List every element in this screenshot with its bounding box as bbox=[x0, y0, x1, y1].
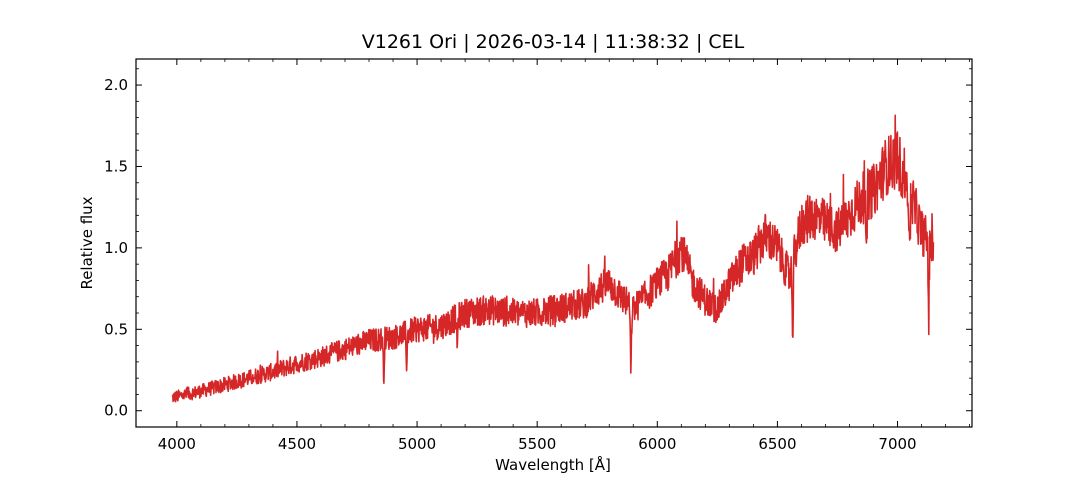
x-tick-label: 4000 bbox=[158, 435, 196, 453]
y-axis-label: Relative flux bbox=[78, 196, 96, 289]
x-axis-label: Wavelength [Å] bbox=[495, 455, 611, 474]
x-tick-label: 7000 bbox=[878, 435, 916, 453]
plot-frame bbox=[135, 58, 973, 428]
y-tick-label: 2.0 bbox=[104, 76, 128, 94]
y-tick-label: 0.0 bbox=[104, 402, 128, 420]
chart-title: V1261 Ori | 2026-03-14 | 11:38:32 | CEL bbox=[362, 31, 745, 53]
y-tick-label: 1.0 bbox=[104, 239, 128, 257]
spectrum-line bbox=[171, 114, 935, 403]
y-tick-label: 1.5 bbox=[104, 157, 128, 175]
y-axis: 0.0 0.5 1.0 1.5 2.0 bbox=[104, 68, 972, 428]
x-tick-label: 6500 bbox=[758, 435, 796, 453]
x-axis: 4000 4500 5000 5500 6000 6500 7000 bbox=[158, 59, 970, 453]
x-tick-label: 5500 bbox=[518, 435, 556, 453]
x-tick-label: 5000 bbox=[398, 435, 436, 453]
y-tick-label: 0.5 bbox=[104, 320, 128, 338]
x-tick-label: 6000 bbox=[638, 435, 676, 453]
plot-area bbox=[171, 114, 935, 403]
x-tick-label: 4500 bbox=[278, 435, 316, 453]
